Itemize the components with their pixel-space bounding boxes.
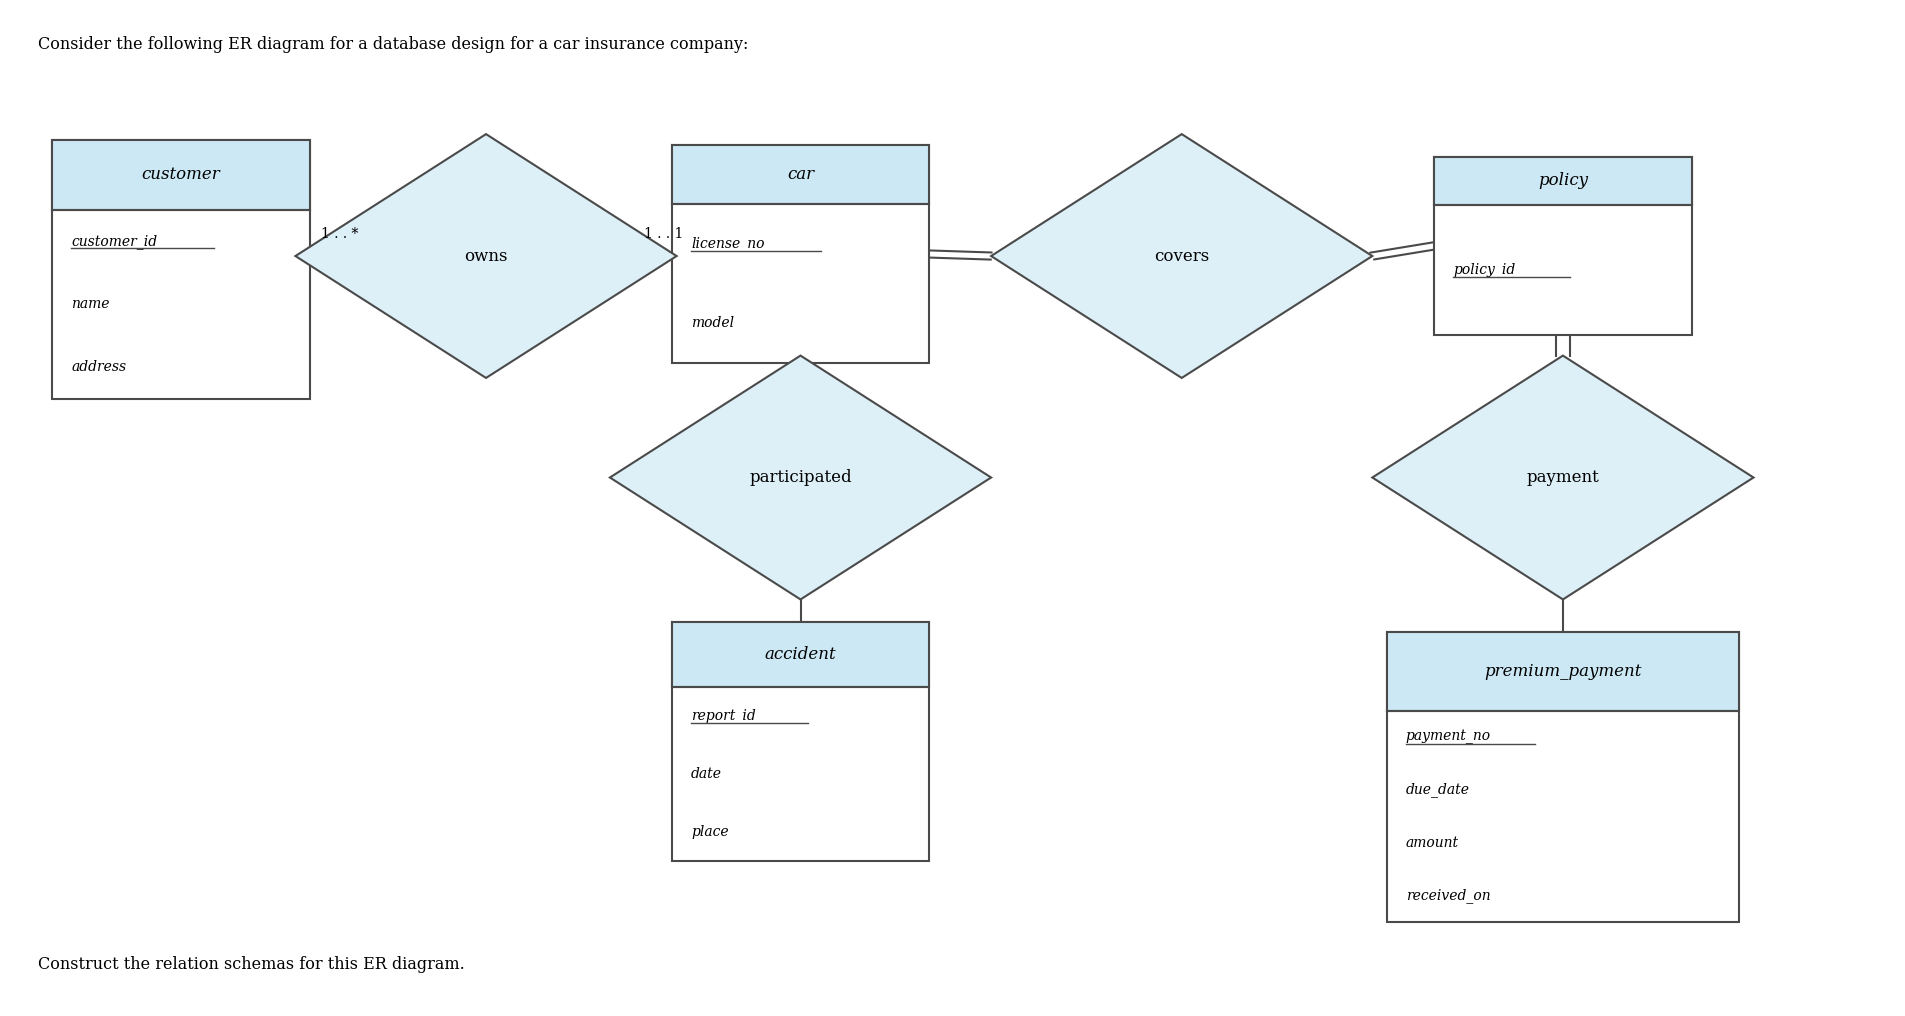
FancyBboxPatch shape [671,145,928,204]
Text: address: address [72,361,126,374]
Text: date: date [690,767,722,781]
Polygon shape [610,356,991,599]
Text: report_id: report_id [690,708,754,723]
Text: payment_no: payment_no [1404,729,1490,745]
Text: owns: owns [465,248,507,264]
Text: premium_payment: premium_payment [1484,663,1640,680]
Text: name: name [72,298,110,311]
Polygon shape [991,134,1372,378]
FancyBboxPatch shape [1433,157,1692,205]
Polygon shape [1372,356,1753,599]
Text: customer: customer [141,167,221,183]
FancyBboxPatch shape [53,140,309,209]
Text: Construct the relation schemas for this ER diagram.: Construct the relation schemas for this … [38,956,465,973]
Text: received_on: received_on [1404,888,1490,903]
Text: policy_id: policy_id [1452,262,1514,277]
Text: license_no: license_no [690,236,764,251]
Text: Consider the following ER diagram for a database design for a car insurance comp: Consider the following ER diagram for a … [38,36,749,53]
Polygon shape [295,134,676,378]
FancyBboxPatch shape [1385,632,1737,923]
FancyBboxPatch shape [671,622,928,861]
FancyBboxPatch shape [671,622,928,687]
FancyBboxPatch shape [1433,157,1692,335]
Text: covers: covers [1154,248,1208,264]
FancyBboxPatch shape [671,145,928,364]
FancyBboxPatch shape [53,140,309,399]
Text: participated: participated [749,469,852,486]
Text: payment: payment [1526,469,1598,486]
Text: accident: accident [764,646,836,663]
Text: amount: amount [1404,836,1457,849]
Text: car: car [787,166,813,183]
Text: policy: policy [1537,173,1587,189]
Text: model: model [690,316,733,330]
Text: due_date: due_date [1404,782,1469,798]
FancyBboxPatch shape [1385,632,1737,710]
Text: customer_id: customer_id [72,234,158,249]
Text: place: place [690,825,728,839]
Text: 1 . . 1: 1 . . 1 [644,227,682,241]
Text: 1 . . *: 1 . . * [320,227,358,241]
